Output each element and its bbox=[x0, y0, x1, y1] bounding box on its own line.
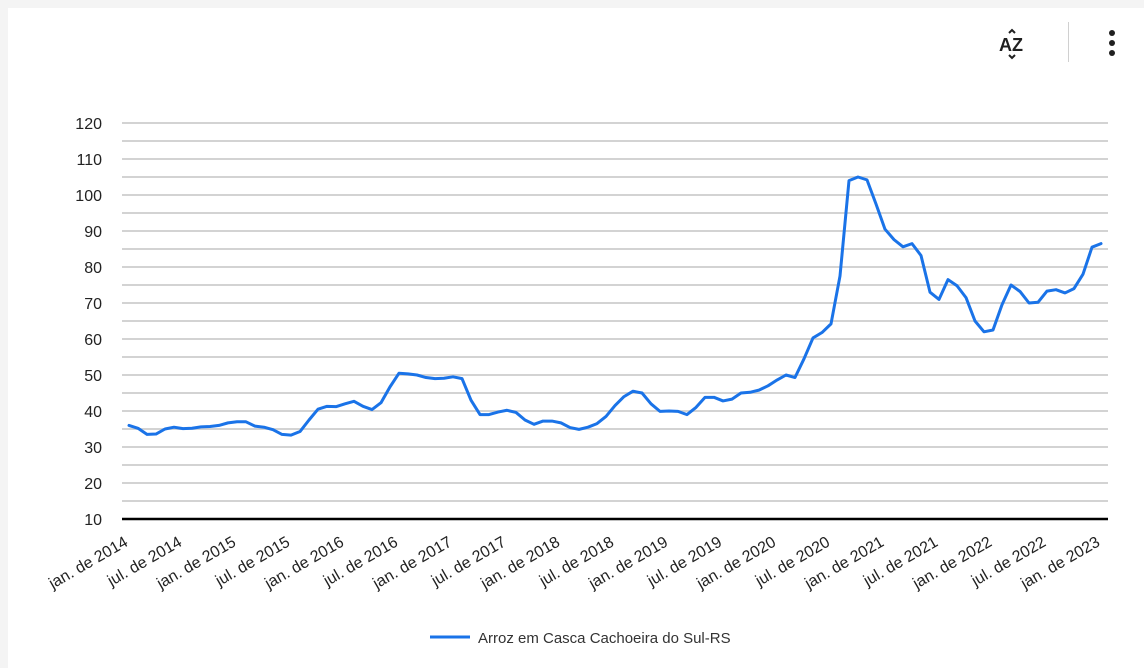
y-tick-label: 60 bbox=[84, 332, 102, 349]
grid-lines bbox=[122, 122, 1108, 521]
sort-az-icon[interactable]: A Z bbox=[988, 24, 1036, 64]
y-axis-ticks: 10 20 30 40 50 60 70 80 90 100 110 120 bbox=[75, 116, 102, 529]
legend: Arroz em Casca Cachoeira do Sul-RS bbox=[430, 630, 731, 647]
svg-text:A: A bbox=[999, 35, 1012, 55]
y-tick-label: 110 bbox=[76, 152, 102, 169]
y-tick-label: 90 bbox=[84, 224, 102, 241]
y-tick-label: 120 bbox=[75, 116, 102, 133]
svg-text:Z: Z bbox=[1012, 35, 1023, 55]
y-tick-label: 10 bbox=[84, 512, 102, 529]
more-vert-icon[interactable] bbox=[1094, 24, 1130, 64]
legend-label: Arroz em Casca Cachoeira do Sul-RS bbox=[478, 630, 731, 647]
y-tick-label: 40 bbox=[84, 404, 102, 421]
y-tick-label: 100 bbox=[75, 188, 102, 205]
y-tick-label: 30 bbox=[84, 440, 102, 457]
y-tick-label: 50 bbox=[84, 368, 102, 385]
series-layer bbox=[127, 175, 1103, 437]
y-tick-label: 70 bbox=[84, 296, 102, 313]
y-tick-label: 80 bbox=[84, 260, 102, 277]
toolbar-divider bbox=[1068, 22, 1069, 62]
series-line bbox=[127, 175, 1103, 437]
y-tick-label: 20 bbox=[84, 476, 102, 493]
